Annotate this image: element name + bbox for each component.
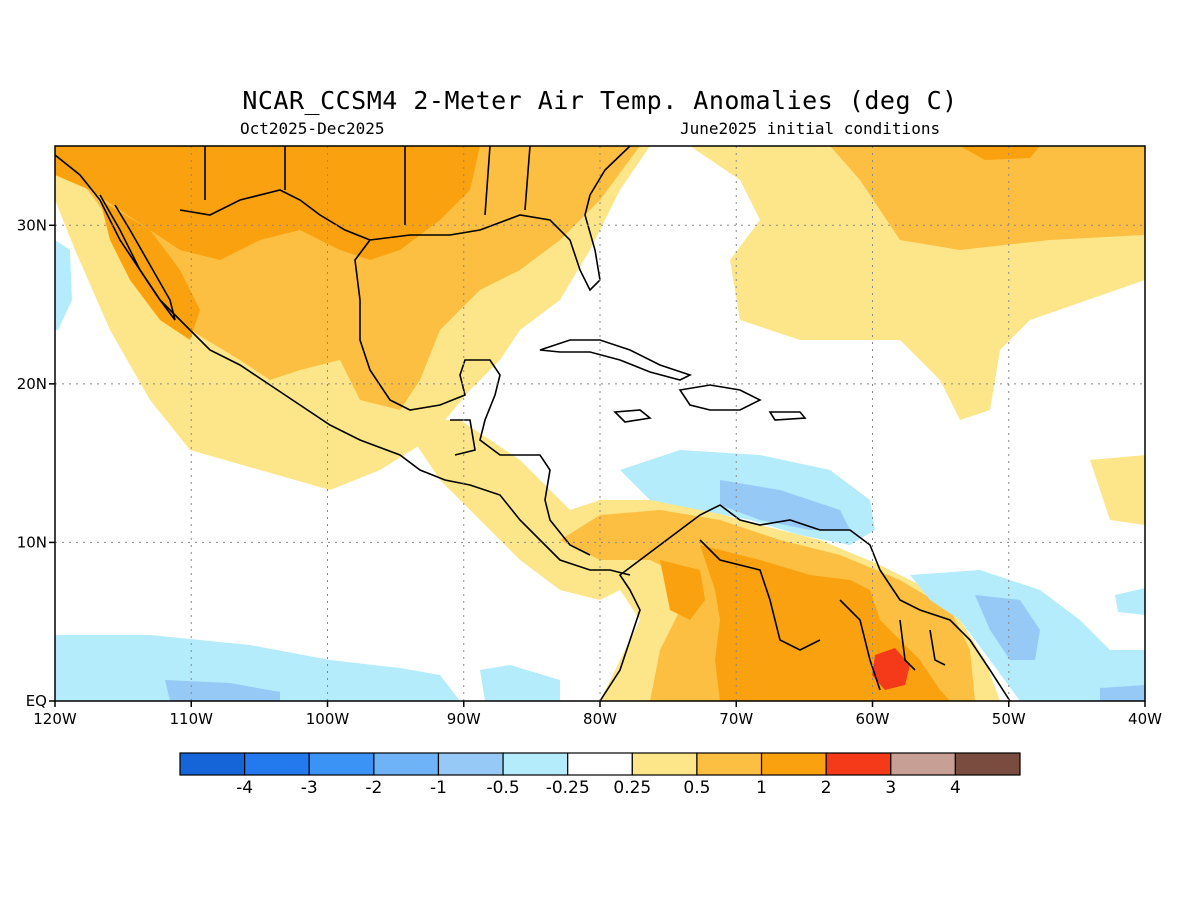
lat-tick-label: 20N [17, 375, 47, 393]
colorbar-swatch [890, 752, 956, 776]
colorbar-label: -0.5 [486, 778, 519, 798]
colorbar-label: -0.25 [546, 778, 590, 798]
border-venezuela [699, 539, 821, 651]
colorbar-label: -1 [430, 778, 447, 798]
lon-tick-label: 40W [1128, 710, 1162, 728]
hot-region-northwest-mexico [100, 200, 200, 340]
colorbar-swatch [502, 752, 569, 776]
lon-tick-label: 100W [306, 710, 350, 728]
border-us-states [204, 145, 531, 225]
colorbar-swatch [954, 752, 1021, 776]
border-suriname [899, 619, 946, 671]
colorbar-swatch [373, 752, 440, 776]
colorbar-swatch [567, 752, 633, 776]
cool-region-panama-pacific [480, 665, 560, 701]
coastlines [54, 145, 1011, 702]
lon-tick-label: 70W [719, 710, 753, 728]
cooler-region-amazon-mouth [1100, 685, 1145, 701]
border-us-mexico [179, 189, 371, 241]
coast-gulf [354, 145, 631, 301]
colorbar-swatch [696, 752, 763, 776]
hot-region-amazon [760, 640, 880, 701]
lon-tick-label: 110W [170, 710, 214, 728]
lon-tick-label: 60W [856, 710, 890, 728]
cool-region-west-pacific-edge [55, 240, 72, 330]
lon-tick-label: 90W [447, 710, 481, 728]
coast-gulf-mexico [359, 300, 591, 556]
lat-tick-label: 30N [17, 216, 47, 234]
coast-cuba [539, 339, 693, 381]
cooler-region-caribbean [720, 480, 850, 530]
colorbar-label: 4 [950, 778, 961, 798]
lat-tick-label: 10N [17, 533, 47, 551]
hot-spot-guiana [872, 648, 910, 690]
colorbar-label: 2 [821, 778, 832, 798]
lon-tick-label: 80W [583, 710, 617, 728]
border-guyana [839, 599, 881, 691]
hot-region-southwest-us [55, 146, 480, 260]
hot-region-colombia [660, 560, 705, 620]
cool-region-east-atlantic [1115, 588, 1145, 615]
colorbar-label: 0.25 [613, 778, 651, 798]
colorbar-swatch [244, 752, 310, 776]
colorbar-swatch [179, 752, 246, 776]
lat-tick-label: EQ [26, 692, 47, 710]
lon-tick-label: 50W [992, 710, 1026, 728]
coast-puerto-rico [768, 411, 807, 421]
border-guatemala [450, 419, 476, 456]
colorbar-label: -4 [236, 778, 253, 798]
coast-jamaica [613, 409, 652, 423]
cooler-region-equatorial-pacific [165, 680, 280, 701]
colorbar-swatch [308, 752, 375, 776]
warm-region-east-atlantic [1090, 455, 1145, 525]
forecast-period: Oct2025-Dec2025 [240, 119, 385, 138]
cool-region-equatorial-pacific [55, 635, 460, 701]
colorbar-label: 3 [885, 778, 896, 798]
colorbar-label: 0.5 [683, 778, 710, 798]
colorbar: -4 -3 -2 -1 -0.5 -0.25 0.25 0.5 1 2 3 4 [179, 752, 1021, 798]
lon-tick-label: 120W [33, 710, 77, 728]
colorbar-swatch [437, 752, 504, 776]
colorbar-swatch [760, 752, 827, 776]
colorbar-label: -3 [301, 778, 318, 798]
colorbar-label: 1 [756, 778, 767, 798]
initial-conditions: June2025 initial conditions [680, 119, 941, 138]
cooler-region-south-atlantic [975, 595, 1040, 660]
map-title: NCAR_CCSM4 2-Meter Air Temp. Anomalies (… [242, 86, 958, 115]
warm-region-north-atlantic [830, 146, 1145, 250]
colorbar-swatch [631, 752, 698, 776]
coast-south-america [599, 504, 1011, 702]
coast-hispaniola [678, 384, 762, 411]
hot-region-atlantic-edge [960, 146, 1040, 160]
anomaly-shading [55, 146, 1145, 701]
colorbar-label: -2 [365, 778, 382, 798]
coast-baja [99, 194, 176, 321]
colorbar-swatch [825, 752, 892, 776]
